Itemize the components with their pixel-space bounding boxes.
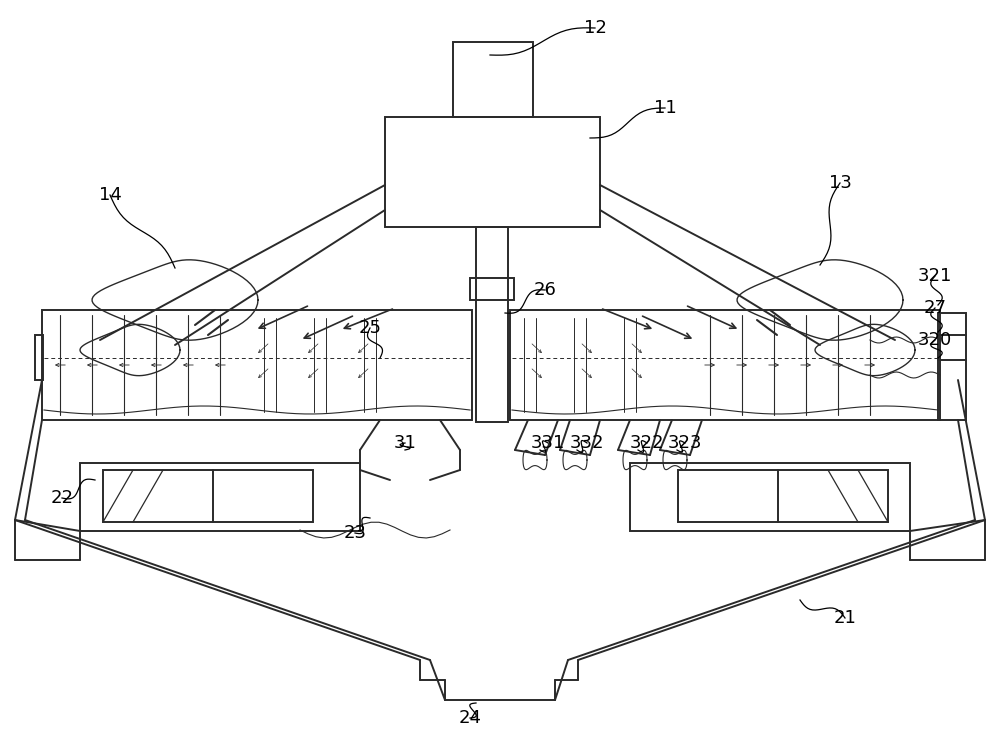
Text: 24: 24 — [458, 709, 482, 727]
Text: 322: 322 — [630, 434, 664, 452]
Bar — [80, 463, 360, 531]
Text: 22: 22 — [50, 489, 74, 507]
Bar — [476, 227, 508, 422]
Text: 332: 332 — [570, 434, 604, 452]
Text: 23: 23 — [344, 524, 366, 542]
Text: 12: 12 — [584, 19, 606, 37]
Text: 14: 14 — [99, 186, 121, 204]
Bar — [630, 463, 910, 531]
Bar — [470, 278, 514, 300]
Bar — [678, 470, 888, 522]
Text: 25: 25 — [358, 319, 382, 337]
Text: 331: 331 — [531, 434, 565, 452]
Bar — [453, 42, 533, 117]
Text: 27: 27 — [924, 299, 946, 317]
Text: 11: 11 — [654, 99, 676, 117]
Text: 321: 321 — [918, 267, 952, 285]
Bar — [938, 313, 966, 420]
Text: 13: 13 — [829, 174, 851, 192]
Text: 323: 323 — [668, 434, 702, 452]
Bar — [385, 117, 600, 227]
Text: 31: 31 — [394, 434, 416, 452]
Text: 21: 21 — [834, 609, 856, 627]
Text: 320: 320 — [918, 331, 952, 349]
Bar — [42, 310, 472, 420]
Bar — [510, 310, 940, 420]
Bar — [103, 470, 313, 522]
Bar — [35, 335, 43, 380]
Text: 26: 26 — [534, 281, 556, 299]
